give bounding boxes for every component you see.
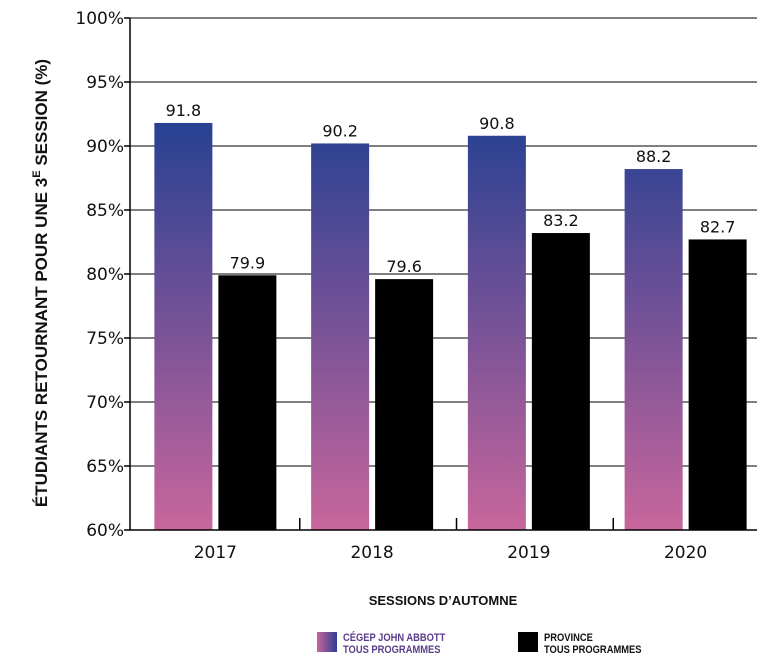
bar-province-2018 xyxy=(375,279,434,530)
data-label: 90.2 xyxy=(322,121,358,140)
data-label: 88.2 xyxy=(636,147,672,166)
bar-province-2017 xyxy=(218,275,277,530)
y-axis-title: ÉTUDIANTS RETOURNANT POUR UNE 3E SESSION… xyxy=(31,59,51,507)
y-tick-label: 80% xyxy=(86,265,124,285)
x-tick-label: 2018 xyxy=(350,543,393,563)
legend-cegep-line1: CÉGEP JOHN ABBOTT xyxy=(343,632,446,644)
bar-province-2020 xyxy=(688,239,747,530)
y-tick-label: 95% xyxy=(86,73,124,93)
legend-swatch-province xyxy=(518,632,538,652)
data-labels: 91.8 79.9 90.2 79.6 90.8 83.2 88.2 82.7 xyxy=(166,101,736,276)
y-tick-label: 90% xyxy=(86,137,124,157)
legend-province-line2: TOUS PROGRAMMES xyxy=(544,644,642,656)
bar-cegep-2017 xyxy=(154,122,213,531)
x-tick-label: 2020 xyxy=(664,543,707,563)
data-label: 79.9 xyxy=(230,253,266,272)
y-tick-label: 75% xyxy=(86,329,124,349)
axes: 60% 65% 70% 75% 80% 85% 90% 95% 100% 2017 2018 2019… xyxy=(75,9,757,563)
legend-item-cegep: CÉGEP JOHN ABBOTT TOUS PROGRAMMES xyxy=(317,632,463,656)
bar-province-2019 xyxy=(531,233,590,531)
legend-swatch-cegep xyxy=(317,632,337,652)
x-axis-title: SESSIONS D’AUTOMNE xyxy=(369,593,518,608)
legend-label-cegep: CÉGEP JOHN ABBOTT TOUS PROGRAMMES xyxy=(343,632,445,656)
data-label: 79.6 xyxy=(386,257,422,276)
legend-item-province: PROVINCE TOUS PROGRAMMES xyxy=(518,632,659,656)
x-tick-label: 2017 xyxy=(194,543,237,563)
bars xyxy=(154,122,747,531)
y-tick-label: 65% xyxy=(86,457,124,477)
legend-label-province: PROVINCE TOUS PROGRAMMES xyxy=(544,632,641,656)
y-tick-label: 85% xyxy=(86,201,124,221)
bar-cegep-2020 xyxy=(624,169,683,531)
legend-cegep-line2: TOUS PROGRAMMES xyxy=(343,644,441,656)
data-label: 82.7 xyxy=(700,217,736,236)
bar-cegep-2018 xyxy=(311,143,370,530)
x-tick-label: 2019 xyxy=(507,543,550,563)
bar-cegep-2019 xyxy=(467,135,526,530)
data-label: 83.2 xyxy=(543,211,579,230)
data-label: 90.8 xyxy=(479,114,515,133)
legend-province-line1: PROVINCE xyxy=(544,632,593,644)
y-tick-label: 60% xyxy=(86,521,124,541)
y-tick-label: 100% xyxy=(75,9,124,29)
data-label: 91.8 xyxy=(166,101,202,120)
y-tick-label: 70% xyxy=(86,393,124,413)
